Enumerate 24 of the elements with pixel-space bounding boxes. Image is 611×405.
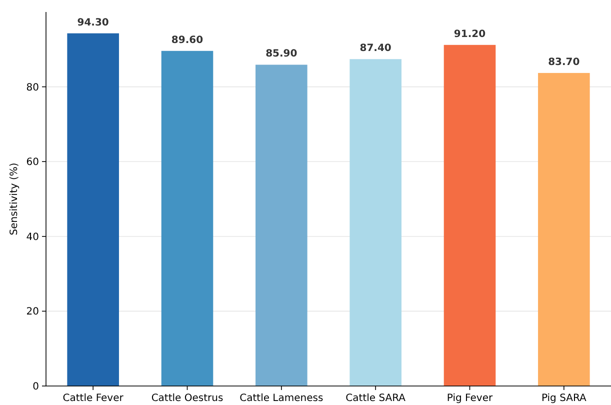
y-tick-label: 0 bbox=[32, 382, 39, 392]
x-tick-label: Cattle SARA bbox=[346, 393, 406, 404]
y-tick-label: 40 bbox=[26, 232, 39, 243]
y-axis-title: Sensitivity (%) bbox=[9, 162, 20, 236]
data-label: 94.30 bbox=[77, 17, 109, 28]
x-tick-label: Cattle Oestrus bbox=[151, 393, 224, 404]
y-tick-label: 80 bbox=[26, 82, 39, 94]
data-label: 85.90 bbox=[266, 48, 298, 60]
data-label: 89.60 bbox=[171, 34, 204, 46]
y-tick-label: 20 bbox=[26, 306, 39, 318]
bar bbox=[161, 50, 214, 386]
x-tick-label: Pig Fever bbox=[446, 393, 494, 404]
data-label: 91.20 bbox=[454, 28, 486, 40]
x-tick-label: Cattle Lameness bbox=[240, 393, 324, 404]
bar bbox=[538, 72, 590, 386]
bar bbox=[444, 44, 496, 386]
bar bbox=[256, 64, 308, 386]
data-label: 83.70 bbox=[548, 56, 580, 68]
bar bbox=[350, 59, 402, 386]
x-tick-label: Cattle Fever bbox=[62, 393, 124, 404]
x-tick-label: Pig SARA bbox=[541, 393, 587, 404]
bar bbox=[67, 33, 119, 386]
data-label: 87.40 bbox=[360, 43, 392, 54]
y-tick-label: 60 bbox=[26, 157, 39, 168]
